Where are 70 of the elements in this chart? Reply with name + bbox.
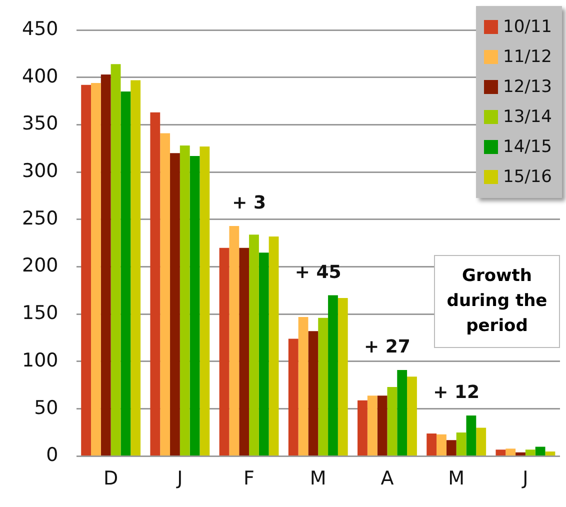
bar bbox=[130, 80, 141, 456]
y-tick-label: 300 bbox=[22, 160, 58, 182]
legend-label: 13/14 bbox=[503, 106, 552, 129]
annotation: + 3 bbox=[232, 192, 266, 214]
bar bbox=[200, 146, 210, 456]
bar bbox=[387, 387, 398, 456]
bar bbox=[110, 64, 121, 456]
bar bbox=[100, 74, 111, 456]
bar bbox=[476, 428, 486, 456]
y-tick-label: 200 bbox=[22, 254, 58, 277]
bar bbox=[190, 156, 200, 456]
bar bbox=[328, 295, 338, 456]
bar bbox=[249, 234, 259, 456]
y-tick-label: 100 bbox=[22, 349, 58, 372]
bar bbox=[397, 370, 408, 456]
legend-label: 11/12 bbox=[503, 46, 552, 69]
x-tick-label: A bbox=[380, 468, 394, 490]
bar bbox=[308, 331, 318, 456]
bar bbox=[120, 92, 131, 456]
bar bbox=[288, 338, 298, 456]
bar bbox=[180, 146, 190, 456]
y-tick-label: 400 bbox=[22, 65, 58, 88]
bar bbox=[338, 298, 348, 456]
bar bbox=[239, 248, 250, 456]
bar bbox=[298, 316, 308, 456]
legend-label: 15/16 bbox=[503, 166, 552, 189]
legend-label: 14/15 bbox=[503, 136, 552, 159]
x-tick-label: M bbox=[310, 468, 326, 490]
bar bbox=[516, 452, 526, 456]
bar bbox=[545, 451, 556, 456]
bar bbox=[535, 446, 546, 456]
legend-label: 10/11 bbox=[503, 16, 552, 39]
bar bbox=[525, 450, 536, 456]
x-tick-label: J bbox=[522, 468, 528, 490]
bar bbox=[426, 433, 437, 456]
bar bbox=[258, 252, 269, 456]
bar bbox=[219, 248, 230, 456]
annotation: + 45 bbox=[294, 262, 342, 283]
bar bbox=[91, 83, 101, 456]
bar bbox=[377, 396, 388, 456]
legend-label: 12/13 bbox=[503, 76, 552, 99]
annotation: + 12 bbox=[433, 382, 480, 404]
bar bbox=[367, 396, 378, 456]
bar bbox=[446, 440, 456, 456]
y-tick-label: 350 bbox=[22, 112, 58, 135]
x-tick-label: J bbox=[176, 468, 183, 490]
bar bbox=[150, 112, 160, 456]
bar bbox=[358, 400, 368, 456]
y-tick-label: 0 bbox=[46, 444, 58, 466]
annotation: + 27 bbox=[364, 336, 410, 358]
bar bbox=[466, 415, 476, 456]
bar bbox=[496, 450, 506, 456]
y-tick-label: 150 bbox=[22, 302, 58, 324]
y-tick-label: 250 bbox=[22, 207, 58, 230]
y-tick-label: 450 bbox=[22, 18, 58, 40]
y-tick-label: 50 bbox=[34, 396, 58, 419]
bar bbox=[436, 434, 446, 456]
bar bbox=[506, 448, 516, 456]
bar bbox=[81, 84, 92, 456]
annotation: Growth during the period bbox=[434, 255, 560, 348]
bar bbox=[170, 153, 180, 456]
x-tick-label: M bbox=[448, 468, 465, 490]
bar bbox=[229, 226, 240, 456]
bar bbox=[407, 376, 417, 456]
bar bbox=[318, 318, 328, 456]
x-tick-label: D bbox=[103, 468, 118, 490]
bar bbox=[268, 236, 279, 456]
bar bbox=[456, 432, 466, 456]
x-tick-label: F bbox=[244, 468, 254, 490]
bar bbox=[160, 133, 170, 456]
